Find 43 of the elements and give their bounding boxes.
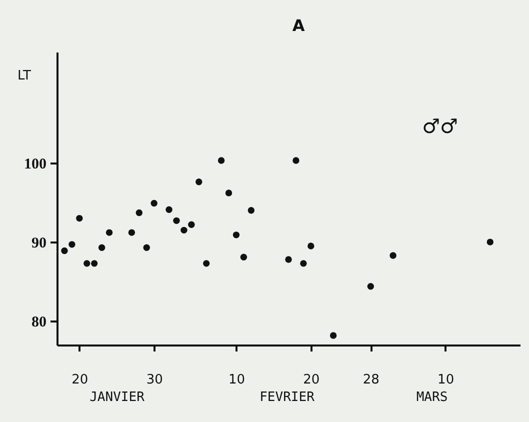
chart-title: A <box>292 16 306 35</box>
point <box>128 229 136 236</box>
text: JANVIER <box>90 390 145 405</box>
point <box>308 242 314 250</box>
text: FEVRIER <box>260 390 315 405</box>
x-tick-label: 28 <box>362 372 380 388</box>
point <box>150 200 158 207</box>
point <box>330 332 337 339</box>
point <box>90 260 98 267</box>
y-axis-title: LT <box>18 68 31 84</box>
point <box>61 247 68 254</box>
point <box>173 217 180 224</box>
x-tick-label: 10 <box>228 372 245 388</box>
point <box>166 206 172 213</box>
point <box>136 209 142 216</box>
x-tick-label: 30 <box>146 372 163 388</box>
point <box>367 283 374 290</box>
point <box>248 207 255 214</box>
text: MARS <box>416 390 448 405</box>
y-tick-label: 80 <box>32 314 46 331</box>
point <box>203 260 210 267</box>
y-tick-label: 100 <box>24 156 46 172</box>
x-tick-label: 20 <box>72 372 88 388</box>
point <box>188 221 195 228</box>
point <box>143 244 150 251</box>
point <box>285 256 292 263</box>
point <box>84 260 90 267</box>
point <box>68 241 76 248</box>
x-tick-label: 20 <box>303 372 320 388</box>
point <box>180 226 188 234</box>
point <box>240 254 248 260</box>
point <box>232 232 240 238</box>
point <box>196 178 202 186</box>
point <box>225 190 232 196</box>
point <box>218 157 225 164</box>
point <box>76 214 83 222</box>
point <box>292 157 300 164</box>
point <box>106 229 113 236</box>
point <box>300 260 307 267</box>
y-tick-label: 90 <box>32 236 46 252</box>
point <box>98 244 106 251</box>
annotation: ♂♂ <box>422 114 458 138</box>
x-tick-label: 10 <box>438 372 454 388</box>
